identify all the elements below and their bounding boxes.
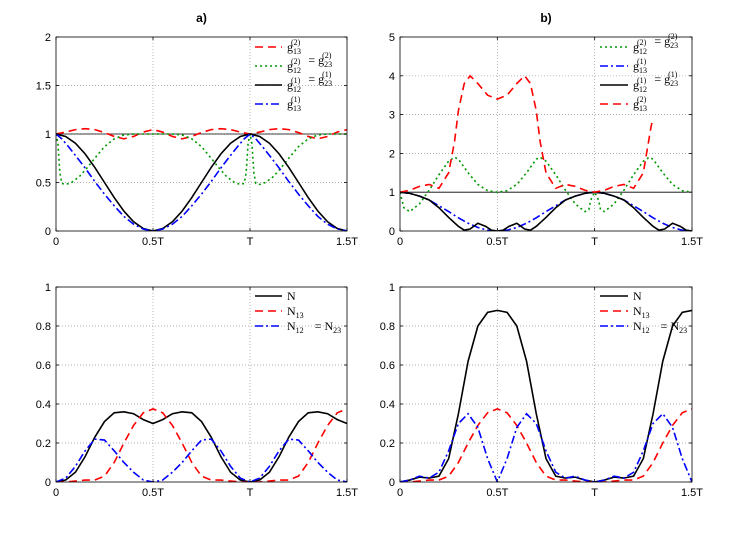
x-tick-label: 1.5T: [336, 236, 358, 248]
series-line-4: [56, 132, 347, 231]
y-tick-label: 4: [389, 71, 395, 83]
y-tick-label: 0.6: [36, 360, 51, 372]
y-tick-label: 1: [45, 282, 51, 294]
x-tick-label: 0.5T: [486, 487, 508, 499]
y-tick-label: 0.2: [36, 438, 51, 450]
x-tick-label: T: [247, 487, 254, 499]
legend-label: g12(2) = g23(2): [633, 32, 678, 56]
plot-frame: [55, 286, 348, 483]
series-line-3: [400, 412, 692, 482]
series-line-4: [400, 74, 654, 194]
legend-label: g13(1): [633, 57, 647, 75]
series-line-1: [56, 410, 347, 482]
series-line-1: [400, 156, 692, 213]
series-line-2: [400, 191, 692, 231]
x-tick-label: 1.5T: [681, 487, 703, 499]
y-tick-label: 0.5: [36, 178, 51, 190]
y-tick-label: 0: [45, 477, 51, 489]
legend-label: N13: [287, 304, 304, 320]
y-tick-label: 0: [389, 477, 395, 489]
y-tick-label: 5: [389, 32, 395, 44]
x-tick-label: T: [591, 487, 598, 499]
legend-label: g13(2): [287, 38, 301, 56]
x-tick-label: 0.5T: [142, 236, 164, 248]
y-tick-label: 0: [389, 226, 395, 238]
y-tick-label: 1: [389, 187, 395, 199]
x-tick-label: 0.5T: [486, 236, 508, 248]
chart-title: a): [196, 11, 207, 25]
y-tick-label: 2: [389, 148, 395, 160]
legend-label: g13(1): [287, 95, 301, 113]
x-tick-label: 1.5T: [336, 487, 358, 499]
series-line-2: [400, 408, 692, 482]
y-tick-label: 3: [389, 110, 395, 122]
y-tick-label: 1: [389, 282, 395, 294]
chart-panel-1: 0 0.5T T 1.5T 0 0.5 1 1.5 2 a) g13(2)g12(2) = g23(2…: [36, 11, 359, 248]
x-tick-label: 0.5T: [142, 487, 164, 499]
legend-label: N12 = N23: [287, 319, 341, 335]
y-tick-label: 0.8: [36, 321, 51, 333]
y-tick-label: 0.6: [380, 360, 395, 372]
y-tick-label: 0.2: [380, 438, 395, 450]
x-tick-label: 0: [397, 236, 403, 248]
legend-label: N: [287, 289, 296, 303]
chart-title: b): [540, 11, 551, 25]
legend-label: g12(1) = g23(1): [287, 70, 332, 94]
series-line-3: [56, 438, 347, 482]
series-line-2: [56, 408, 347, 482]
legend-label: g12(2) = g23(2): [287, 51, 332, 75]
y-tick-label: 2: [45, 32, 51, 44]
x-tick-label: 0: [53, 487, 59, 499]
legend-label: N: [633, 289, 642, 303]
series-line-3: [400, 191, 692, 231]
legend-label: N12 = N23: [633, 319, 687, 335]
series-line-1: [400, 309, 692, 482]
series-line-3: [56, 133, 347, 231]
y-tick-label: 0.4: [380, 399, 395, 411]
legend-label: N13: [633, 304, 650, 320]
series-line-2: [56, 133, 347, 186]
plot-frame: [399, 286, 693, 483]
y-tick-label: 1: [45, 129, 51, 141]
series-line-1: [56, 127, 347, 140]
plot-frame: [399, 36, 693, 232]
y-tick-label: 0.8: [380, 321, 395, 333]
y-tick-label: 1.5: [36, 81, 51, 93]
y-tick-label: 0: [45, 226, 51, 238]
y-tick-label: 0.4: [36, 399, 51, 411]
x-tick-label: 0: [397, 487, 403, 499]
legend-label: g13(2): [633, 95, 647, 113]
x-tick-label: 0: [53, 236, 59, 248]
x-tick-label: 1.5T: [681, 236, 703, 248]
legend-label: g12(1) = g23(1): [633, 70, 678, 94]
x-tick-label: T: [247, 236, 254, 248]
x-tick-label: T: [591, 236, 598, 248]
